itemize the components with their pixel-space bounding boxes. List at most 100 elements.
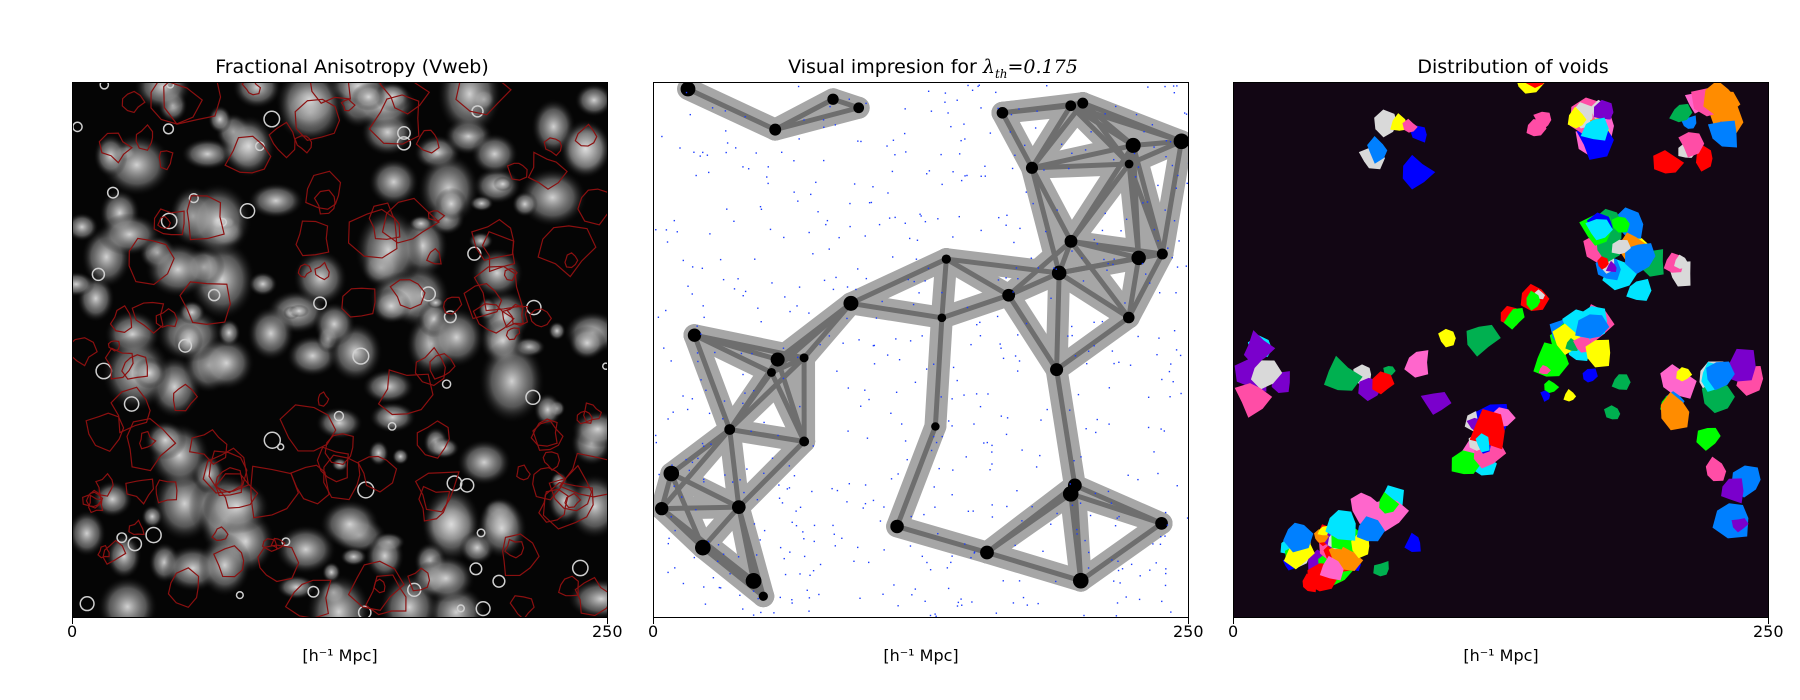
- particle: [744, 115, 746, 118]
- fa-contour: [502, 533, 540, 577]
- fa-ring: [459, 478, 475, 493]
- particle: [970, 343, 972, 346]
- particle: [781, 151, 783, 154]
- fa-patch: [73, 509, 107, 557]
- particle: [759, 539, 761, 541]
- knot: [996, 106, 1009, 119]
- particle: [831, 487, 833, 490]
- particle: [797, 200, 799, 202]
- particle: [951, 398, 953, 400]
- particle: [1106, 269, 1108, 271]
- fa-ring: [469, 562, 483, 576]
- particle: [786, 488, 789, 490]
- fa-contour: [270, 537, 286, 550]
- particle: [910, 515, 912, 518]
- particle: [833, 533, 835, 535]
- fa-ring: [162, 123, 175, 135]
- particle: [1147, 426, 1150, 429]
- particle: [1024, 144, 1026, 147]
- fa-contour: [211, 526, 229, 541]
- particle: [1147, 396, 1150, 398]
- filament: [685, 86, 778, 133]
- particle: [1165, 572, 1167, 575]
- particle: [667, 418, 669, 420]
- particle: [947, 112, 949, 114]
- particle: [695, 174, 697, 177]
- fa-contour: [389, 279, 426, 310]
- particle: [1094, 492, 1097, 495]
- particle: [894, 154, 896, 156]
- fa-contour: [179, 281, 231, 325]
- particle: [882, 593, 884, 595]
- fa-contour: [414, 346, 446, 387]
- particle: [1005, 224, 1007, 226]
- particle: [1084, 539, 1086, 542]
- fa-contour: [212, 545, 245, 578]
- void-region: [1367, 136, 1388, 164]
- particle: [750, 430, 752, 432]
- particle: [735, 147, 737, 149]
- particle: [1025, 322, 1028, 325]
- particle: [991, 463, 993, 465]
- knot: [680, 83, 696, 97]
- particle: [704, 603, 707, 605]
- x-tick-250: [1768, 618, 1769, 624]
- particle: [670, 516, 672, 518]
- particle: [879, 520, 882, 522]
- knot: [1155, 517, 1168, 530]
- void-region: [1475, 433, 1490, 453]
- particle: [707, 540, 710, 543]
- particle: [663, 347, 665, 349]
- fa-contour: [316, 446, 349, 483]
- particle: [897, 473, 899, 475]
- particle: [760, 321, 762, 323]
- fa-ring: [387, 421, 397, 431]
- particle: [687, 285, 689, 287]
- fa-contour: [557, 575, 579, 597]
- particle: [1084, 149, 1087, 151]
- fa-patch: [132, 357, 167, 389]
- fa-contour: [241, 83, 262, 96]
- particle: [674, 567, 676, 569]
- fa-ring: [239, 203, 256, 219]
- particle: [791, 599, 793, 601]
- particle: [1164, 85, 1166, 88]
- filament: [1126, 251, 1165, 321]
- particle: [1069, 409, 1071, 411]
- knot: [853, 102, 865, 114]
- particle: [676, 231, 678, 233]
- particle: [1093, 321, 1095, 324]
- particle: [802, 531, 804, 533]
- particle: [769, 228, 772, 231]
- particle: [964, 138, 966, 140]
- particle: [665, 229, 668, 231]
- fa-patch: [470, 132, 519, 176]
- particle: [967, 84, 969, 87]
- filament: [1029, 165, 1074, 244]
- particle: [806, 589, 808, 591]
- knot: [1064, 234, 1078, 248]
- particle: [1014, 154, 1016, 156]
- fa-ring: [160, 212, 178, 230]
- void-region: [1611, 216, 1630, 233]
- fa-patch: [427, 306, 486, 368]
- particle: [1164, 535, 1166, 537]
- particle: [1045, 230, 1047, 233]
- particle: [760, 611, 762, 614]
- title-prefix: Visual impresion for: [788, 56, 983, 78]
- particle: [860, 405, 862, 407]
- fa-contour: [125, 478, 155, 505]
- knot: [980, 545, 994, 560]
- fa-ring: [571, 559, 589, 577]
- void-region: [1696, 427, 1721, 451]
- fa-contour: [564, 252, 579, 269]
- particle: [1168, 370, 1171, 373]
- particle: [1167, 247, 1169, 249]
- fa-patch: [368, 401, 417, 433]
- title-value: =0.175: [1007, 56, 1078, 78]
- knot: [1125, 137, 1141, 153]
- filament: [691, 332, 807, 361]
- particle: [742, 402, 744, 405]
- particle: [888, 217, 891, 219]
- x-tick-0: [72, 618, 73, 624]
